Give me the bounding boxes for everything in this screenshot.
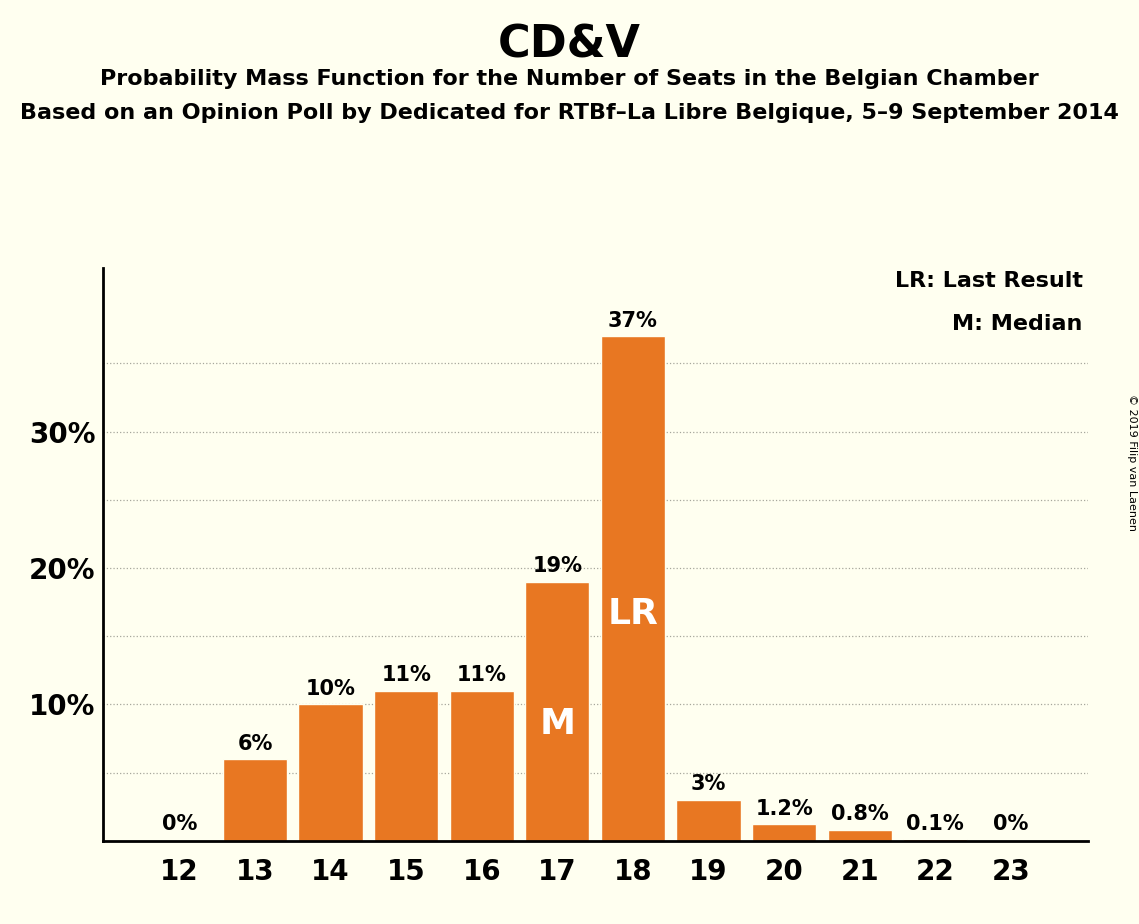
Text: M: Median: M: Median bbox=[952, 314, 1083, 334]
Text: 0%: 0% bbox=[162, 814, 197, 834]
Text: 1.2%: 1.2% bbox=[755, 799, 813, 819]
Text: 0%: 0% bbox=[993, 814, 1029, 834]
Bar bbox=[903, 840, 967, 841]
Text: © 2019 Filip van Laenen: © 2019 Filip van Laenen bbox=[1126, 394, 1137, 530]
Bar bbox=[223, 759, 287, 841]
Bar bbox=[298, 704, 362, 841]
Bar bbox=[600, 336, 665, 841]
Text: Probability Mass Function for the Number of Seats in the Belgian Chamber: Probability Mass Function for the Number… bbox=[100, 69, 1039, 90]
Bar bbox=[450, 691, 514, 841]
Text: Based on an Opinion Poll by Dedicated for RTBf–La Libre Belgique, 5–9 September : Based on an Opinion Poll by Dedicated fo… bbox=[21, 103, 1118, 124]
Bar bbox=[752, 824, 817, 841]
Text: 37%: 37% bbox=[608, 310, 658, 331]
Text: 6%: 6% bbox=[237, 734, 272, 754]
Text: LR: Last Result: LR: Last Result bbox=[895, 271, 1083, 291]
Bar bbox=[828, 830, 892, 841]
Text: CD&V: CD&V bbox=[498, 23, 641, 67]
Text: 0.8%: 0.8% bbox=[830, 805, 888, 824]
Text: 11%: 11% bbox=[457, 665, 507, 686]
Bar bbox=[525, 582, 590, 841]
Text: LR: LR bbox=[607, 597, 658, 631]
Text: 10%: 10% bbox=[305, 679, 355, 699]
Text: M: M bbox=[540, 707, 575, 741]
Text: 19%: 19% bbox=[532, 556, 582, 577]
Text: 0.1%: 0.1% bbox=[907, 814, 964, 834]
Bar bbox=[677, 800, 740, 841]
Text: 3%: 3% bbox=[691, 774, 727, 795]
Bar bbox=[374, 691, 439, 841]
Text: 11%: 11% bbox=[382, 665, 431, 686]
